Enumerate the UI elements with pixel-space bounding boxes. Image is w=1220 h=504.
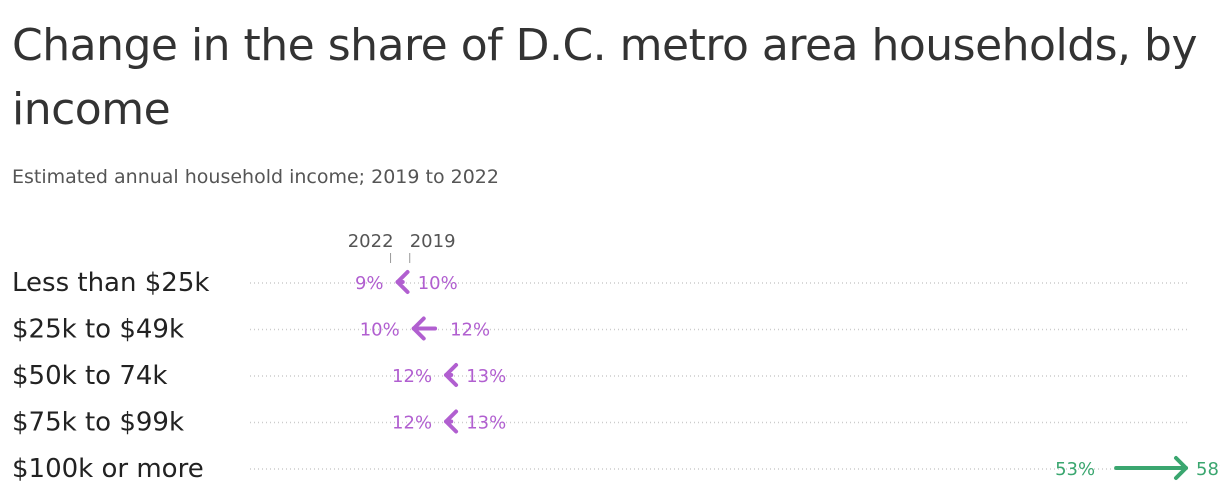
arrow-head [1174,456,1188,480]
arrow-head [395,270,410,294]
arrow-head [444,363,459,387]
category-label: Less than $25k [12,268,209,298]
value-label-2019: 12% [450,320,490,341]
legend-label-2019: 2019 [410,231,456,252]
value-label-2022: 58% [1196,459,1220,480]
chart-subtitle: Estimated annual household income; 2019 … [12,166,499,188]
value-label-2019: 10% [418,273,458,294]
arrow-head [411,316,426,341]
legend-label-2022: 2022 [348,231,394,252]
category-label: $75k to $99k [12,408,184,438]
value-label-2022: 9% [355,273,384,294]
value-label-2022: 12% [392,366,432,387]
category-label: $50k to 74k [12,361,167,391]
value-label-2022: 10% [360,320,400,341]
arrow-head [444,409,459,434]
category-label: $100k or more [12,454,204,484]
chart-title: Change in the share of D.C. metro area h… [12,20,1197,135]
value-label-2019: 13% [466,366,506,387]
category-label: $25k to $49k [12,315,184,345]
value-label-2022: 12% [392,413,432,434]
value-label-2019: 13% [466,413,506,434]
value-label-2019: 53% [1055,459,1095,480]
